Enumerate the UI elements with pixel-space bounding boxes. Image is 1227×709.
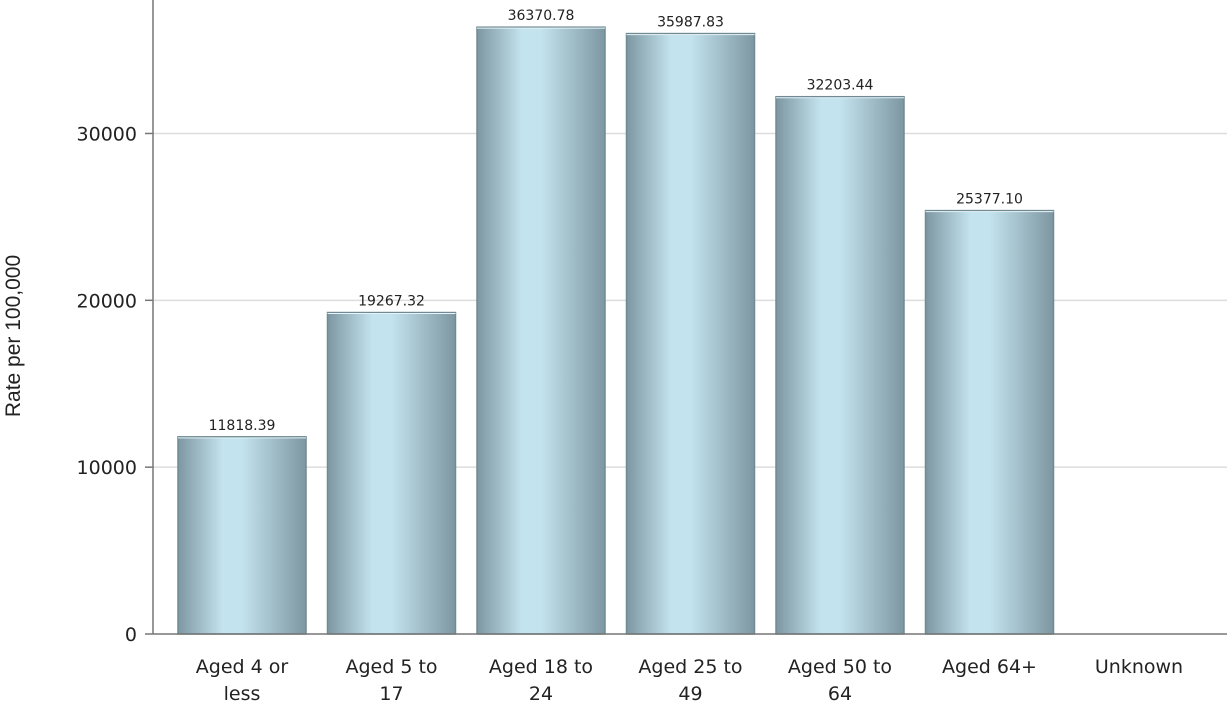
data-label-3: 35987.83 xyxy=(657,15,724,31)
bar-2 xyxy=(476,26,606,635)
bar-4 xyxy=(775,95,905,635)
bar-5 xyxy=(924,209,1055,635)
x-tick-label-3: Aged 25 to 49 xyxy=(638,656,742,705)
data-label-1: 19267.32 xyxy=(358,294,425,310)
y-tick-label-3: 30000 xyxy=(77,123,137,145)
data-label-0: 11818.39 xyxy=(209,418,276,434)
y-axis-title: Rate per 100,000 xyxy=(2,255,25,417)
y-tick-label-0: 0 xyxy=(125,624,137,646)
bar-3 xyxy=(625,32,756,635)
data-label-5: 25377.10 xyxy=(956,192,1023,208)
labels: 0 10000 20000 30000 11818.39 Aged 4 or less 192… xyxy=(77,8,1184,705)
y-tick-label-1: 10000 xyxy=(77,457,137,479)
data-label-4: 32203.44 xyxy=(807,78,874,94)
bar-0 xyxy=(177,436,307,635)
x-tick-label-5: Aged 64+ xyxy=(942,656,1037,678)
y-tick-label-2: 20000 xyxy=(77,290,137,312)
axes xyxy=(145,0,1227,635)
x-tick-label-4: Aged 50 to 64 xyxy=(788,656,892,705)
x-tick-label-1: Aged 5 to 17 xyxy=(345,656,437,705)
x-tick-label-6: Unknown xyxy=(1095,656,1183,678)
x-tick-label-0: Aged 4 or less xyxy=(196,656,289,705)
data-label-2: 36370.78 xyxy=(508,8,575,24)
bars xyxy=(177,26,1055,635)
bar-1 xyxy=(326,311,457,635)
x-tick-label-2: Aged 18 to 24 xyxy=(489,656,593,705)
